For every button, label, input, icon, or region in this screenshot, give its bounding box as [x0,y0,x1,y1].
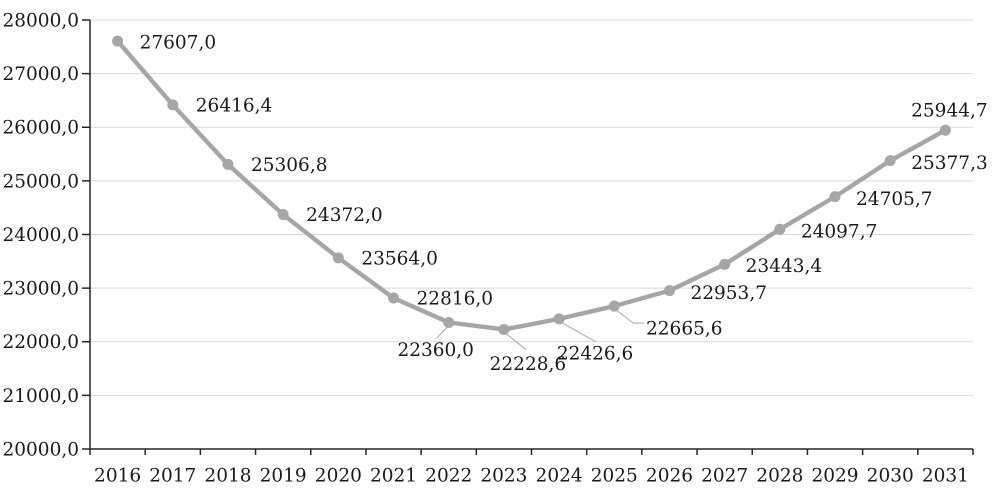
x-axis-label: 2028 [756,465,803,486]
leader-lines [436,309,645,350]
x-axis-label: 2029 [811,465,858,486]
data-label: 22228,6 [490,354,567,375]
data-point [277,209,289,221]
data-label: 25944,7 [911,101,988,122]
x-axis-label: 2017 [149,465,196,486]
data-point [884,155,896,167]
y-axis-label: 26000,0 [2,118,79,139]
x-axis-label: 2016 [94,465,141,486]
x-axis-label: 2027 [701,465,748,486]
x-axis-label: 2021 [370,465,417,486]
x-axis-label: 2022 [425,465,472,486]
data-label: 22665,6 [646,319,723,340]
data-point [829,191,841,203]
x-axis-label: 2030 [867,465,914,486]
y-axis-label: 21000,0 [2,386,79,407]
data-label: 26416,4 [196,95,273,116]
axes [82,19,974,455]
y-axis-label: 20000,0 [2,439,79,460]
leader-line [505,333,527,350]
data-point [222,158,234,170]
y-axis-label: 28000,0 [2,10,79,31]
leader-line [561,322,597,343]
data-label: 25377,3 [911,153,988,174]
y-axis-labels: 20000,0 21000,0 22000,0 23000,0 24000,0 25000… [2,10,79,460]
data-point [663,285,675,297]
data-point [939,124,951,136]
leader-line [436,326,449,339]
data-point [332,252,344,264]
x-axis-label: 2020 [315,465,362,486]
data-label: 27607,0 [140,33,217,54]
y-axis-label: 24000,0 [2,225,79,246]
data-point [608,300,620,312]
data-point [774,223,786,235]
data-point [443,316,455,328]
data-label: 23564,0 [361,248,438,269]
data-label: 23443,4 [746,256,823,277]
y-axis-label: 23000,0 [2,279,79,300]
y-axis-label: 27000,0 [2,64,79,85]
x-axis-label: 2025 [591,465,638,486]
data-label: 22360,0 [397,340,474,361]
x-axis-label: 2031 [922,465,969,486]
data-label: 25306,8 [251,155,328,176]
data-label: 24705,7 [856,189,933,210]
markers [112,35,951,335]
data-point [167,99,179,111]
data-point [719,258,731,270]
series-line [115,38,948,332]
x-axis-label: 2018 [204,465,251,486]
x-axis-label: 2019 [260,465,307,486]
leader-line [615,309,645,324]
y-axis-label: 25000,0 [2,171,79,192]
data-label: 22426,6 [557,343,634,364]
data-labels: 27607,0 26416,4 25306,8 24372,0 23564,0 22816… [140,33,988,375]
data-point [112,35,124,47]
x-axis-label: 2023 [480,465,527,486]
data-point [498,323,510,335]
x-axis-label: 2026 [646,465,693,486]
data-label: 22816,0 [417,288,494,309]
data-label: 24372,0 [306,205,383,226]
data-point [553,313,565,325]
y-axis-label: 22000,0 [2,332,79,353]
gridlines [90,19,973,396]
x-axis-labels: 2016 2017 2018 2019 2020 2021 2022 2023 2024 2025… [94,465,969,486]
data-label: 22953,7 [690,283,767,304]
x-axis-label: 2024 [536,465,583,486]
data-point [388,292,400,304]
data-label: 24097,7 [801,222,878,243]
